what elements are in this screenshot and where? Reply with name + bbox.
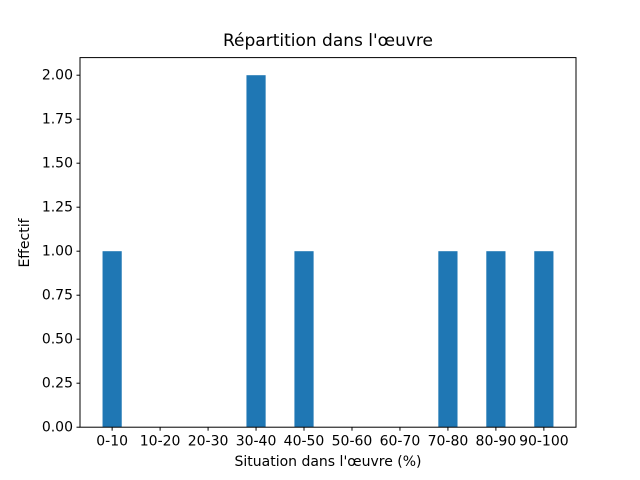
bar (534, 251, 554, 428)
x-tick-label: 40-50 (284, 434, 325, 450)
plot-frame (79, 57, 577, 428)
x-tick-label: 70-80 (428, 434, 469, 450)
x-tick-label: 80-90 (476, 434, 517, 450)
y-tick-label: 1.75 (42, 112, 73, 128)
x-axis-label: Situation dans l'œuvre (%) (234, 454, 422, 470)
y-tick-label: 0.00 (42, 420, 73, 436)
bar (102, 251, 122, 428)
y-tick-label: 0.75 (42, 288, 73, 304)
x-tick-label: 0-10 (96, 434, 128, 450)
bar (486, 251, 506, 428)
x-tick-label: 90-100 (519, 434, 569, 450)
y-tick-label: 1.00 (42, 244, 73, 260)
x-tick-label: 60-70 (380, 434, 421, 450)
x-tick-label: 30-40 (236, 434, 277, 450)
x-tick-label: 20-30 (188, 434, 229, 450)
chart-title: Répartition dans l'œuvre (222, 31, 433, 51)
y-tick-label: 0.25 (42, 376, 73, 392)
y-tick-label: 0.50 (42, 332, 73, 348)
bar (246, 75, 266, 428)
y-tick-label: 1.50 (42, 156, 73, 172)
x-tick-label: 10-20 (140, 434, 181, 450)
y-tick-label: 1.25 (42, 200, 73, 216)
bar (438, 251, 458, 428)
bar (294, 251, 314, 428)
y-axis-label: Effectif (17, 218, 33, 268)
y-tick-label: 2.00 (42, 68, 73, 84)
x-tick-label: 50-60 (332, 434, 373, 450)
